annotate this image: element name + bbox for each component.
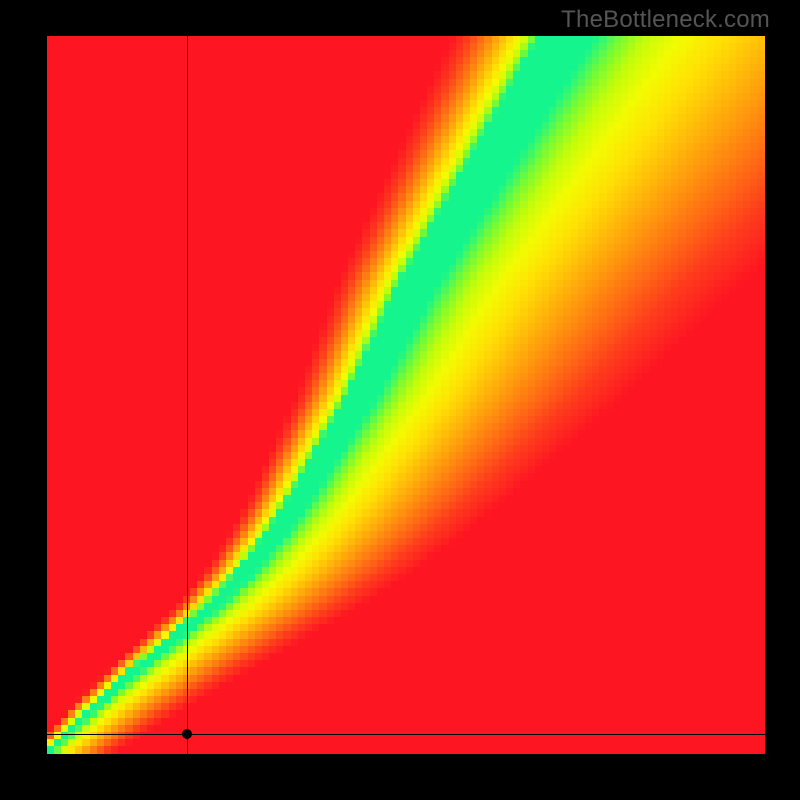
heatmap-canvas bbox=[47, 36, 765, 754]
crosshair-marker bbox=[182, 729, 192, 739]
heatmap-plot-area bbox=[47, 36, 765, 754]
crosshair-horizontal bbox=[47, 734, 765, 735]
chart-container: TheBottleneck.com bbox=[0, 0, 800, 800]
watermark-text: TheBottleneck.com bbox=[561, 6, 770, 34]
crosshair-vertical bbox=[187, 36, 188, 754]
